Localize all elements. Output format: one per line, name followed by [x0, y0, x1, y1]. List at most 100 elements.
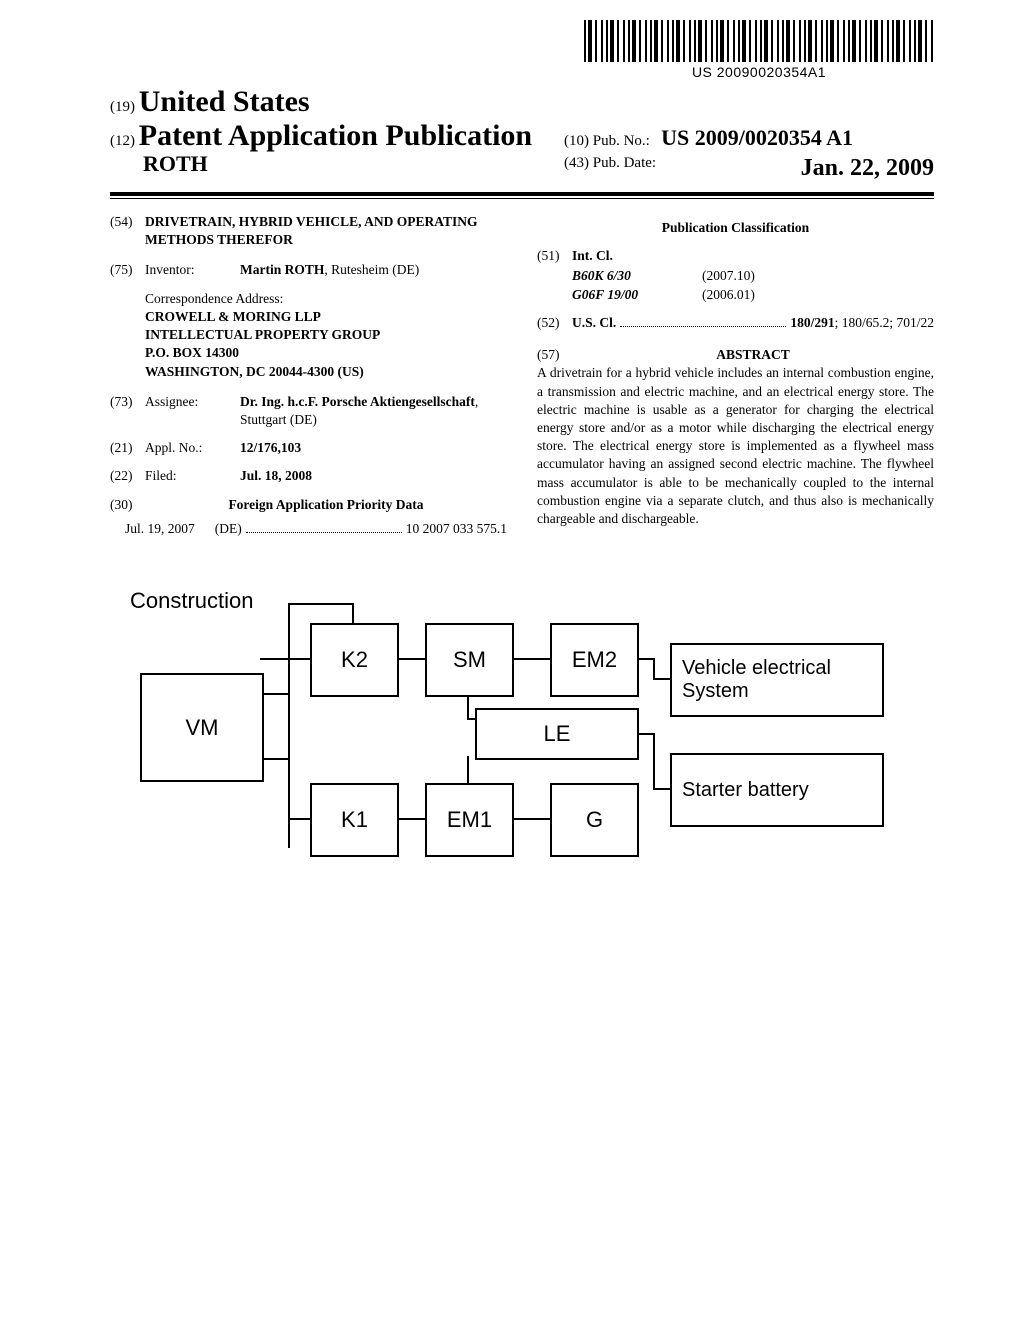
pub-class-head: Publication Classification — [537, 219, 934, 237]
line-em1-le-v2 — [467, 756, 469, 783]
field-75-num: (75) — [110, 261, 145, 279]
dotted-leader-2 — [620, 325, 786, 327]
pub-no-line: (10) Pub. No.: US 2009/0020354 A1 — [564, 125, 934, 151]
line-k2-top-v — [352, 603, 354, 623]
appl-no: 12/176,103 — [240, 440, 301, 455]
field-21-label: Appl. No.: — [145, 439, 240, 457]
pub-date-line: (43) Pub. Date: Jan. 22, 2009 — [564, 155, 934, 172]
pub-date-label: Pub. Date: — [593, 155, 656, 171]
field-52: (52) U.S. Cl. 180/291; 180/65.2; 701/22 — [537, 314, 934, 332]
ipc2-year: (2006.01) — [702, 286, 755, 304]
field-10-num: (10) — [564, 133, 589, 149]
box-sm: SM — [425, 623, 514, 697]
assignee-name: Dr. Ing. h.c.F. Porsche Aktiengesellscha… — [240, 394, 475, 409]
field-73-label: Assignee: — [145, 393, 240, 429]
field-51: (51) Int. Cl. — [537, 247, 934, 265]
box-k1: K1 — [310, 783, 399, 857]
fp-date: Jul. 19, 2007 — [125, 520, 195, 538]
box-g: G — [550, 783, 639, 857]
field-19-num: (19) — [110, 99, 135, 115]
line-sm-em2 — [510, 658, 550, 660]
field-75-label: Inventor: — [145, 261, 240, 279]
rule-heavy — [110, 192, 934, 196]
abstract-text: A drivetrain for a hybrid vehicle includ… — [537, 364, 934, 528]
line-k2-top-h — [288, 603, 352, 605]
barcode-graphic — [584, 20, 934, 62]
inventor-loc: , Rutesheim (DE) — [324, 262, 419, 277]
line-to-sb — [653, 788, 670, 790]
int-cl-label: Int. Cl. — [572, 247, 934, 265]
field-52-num: (52) — [537, 314, 572, 332]
abstract-head: ABSTRACT — [572, 346, 934, 364]
ipc1-code: B60K 6/30 — [572, 267, 702, 285]
barcode-text: US 20090020354A1 — [584, 64, 934, 80]
corr-line-4: WASHINGTON, DC 20044-4300 (US) — [145, 363, 507, 381]
dotted-leader — [246, 531, 402, 533]
field-73-num: (73) — [110, 393, 145, 429]
us-cl-label: U.S. Cl. — [572, 315, 616, 330]
ipc-row-2: G06F 19/00 (2006.01) — [572, 286, 934, 304]
filed-value: Jul. 18, 2008 — [240, 467, 507, 485]
pub-no-value: US 2009/0020354 A1 — [661, 125, 853, 150]
corr-head: Correspondence Address: — [145, 290, 507, 308]
us-cl-rest: ; 180/65.2; 701/22 — [835, 315, 934, 330]
field-54: (54) DRIVETRAIN, HYBRID VEHICLE, AND OPE… — [110, 213, 507, 249]
correspondence-address: Correspondence Address: CROWELL & MORING… — [145, 290, 507, 381]
field-52-label: U.S. Cl. — [572, 314, 616, 332]
field-73: (73) Assignee: Dr. Ing. h.c.F. Porsche A… — [110, 393, 507, 429]
line-k2-left-v — [288, 603, 290, 658]
pub-date-value: Jan. 22, 2009 — [801, 155, 934, 182]
pub-no-label: Pub. No.: — [593, 133, 650, 149]
box-ves: Vehicle electrical System — [670, 643, 884, 717]
field-43-num: (43) — [564, 155, 589, 171]
biblio-columns: (54) DRIVETRAIN, HYBRID VEHICLE, AND OPE… — [110, 213, 934, 548]
header-pub-line: (12) Patent Application Publication — [110, 119, 564, 153]
ipc1-year: (2007.10) — [702, 267, 755, 285]
ipc2-code: G06F 19/00 — [572, 286, 702, 304]
header-author: ROTH — [143, 151, 564, 177]
fp-country: (DE) — [215, 520, 242, 538]
corr-line-1: CROWELL & MORING LLP — [145, 308, 507, 326]
line-vm-k2-h — [260, 658, 310, 660]
inventor-name: Martin ROTH — [240, 262, 324, 277]
corr-line-3: P.O. BOX 14300 — [145, 344, 507, 362]
corr-line-2: INTELLECTUAL PROPERTY GROUP — [145, 326, 507, 344]
line-to-k1 — [288, 818, 310, 820]
invention-title: DRIVETRAIN, HYBRID VEHICLE, AND OPERATIN… — [145, 213, 507, 249]
field-22-num: (22) — [110, 467, 145, 485]
line-em2-ves-v — [653, 658, 655, 678]
field-57-row: (57) ABSTRACT — [537, 346, 934, 364]
int-cl-text: Int. Cl. — [572, 248, 613, 263]
box-sb: Starter battery — [670, 753, 884, 827]
field-12-num: (12) — [110, 133, 135, 149]
header-country-line: (19) United States — [110, 85, 934, 119]
us-cl-main: 180/291 — [790, 315, 834, 330]
barcode-region: US 20090020354A1 — [584, 20, 934, 80]
fp-number: 10 2007 033 575.1 — [406, 520, 507, 538]
line-to-ves — [653, 678, 670, 680]
appl-no-value: 12/176,103 — [240, 439, 507, 457]
doc-kind: Patent Application Publication — [139, 119, 532, 152]
left-column: (54) DRIVETRAIN, HYBRID VEHICLE, AND OPE… — [110, 213, 507, 548]
diagram-title: Construction — [130, 588, 254, 614]
field-57-num: (57) — [537, 346, 572, 364]
field-51-num: (51) — [537, 247, 572, 265]
line-k1-em1 — [395, 818, 425, 820]
line-k2-sm — [395, 658, 425, 660]
box-em2: EM2 — [550, 623, 639, 697]
box-k2: K2 — [310, 623, 399, 697]
field-30-num: (30) — [110, 496, 145, 514]
right-column: Publication Classification (51) Int. Cl.… — [537, 213, 934, 548]
line-le-sb-v — [653, 733, 655, 788]
field-30: (30) Foreign Application Priority Data — [110, 496, 507, 514]
box-le: LE — [475, 708, 639, 760]
filed-date: Jul. 18, 2008 — [240, 468, 312, 483]
foreign-priority-row: Jul. 19, 2007 (DE) 10 2007 033 575.1 — [125, 520, 507, 538]
header: (19) United States (12) Patent Applicati… — [110, 85, 934, 182]
field-75: (75) Inventor: Martin ROTH, Rutesheim (D… — [110, 261, 507, 279]
ipc-row-1: B60K 6/30 (2007.10) — [572, 267, 934, 285]
rule-thin — [110, 198, 934, 199]
line-vm-out-top — [260, 693, 290, 695]
line-em1-g — [510, 818, 550, 820]
field-54-num: (54) — [110, 213, 145, 249]
